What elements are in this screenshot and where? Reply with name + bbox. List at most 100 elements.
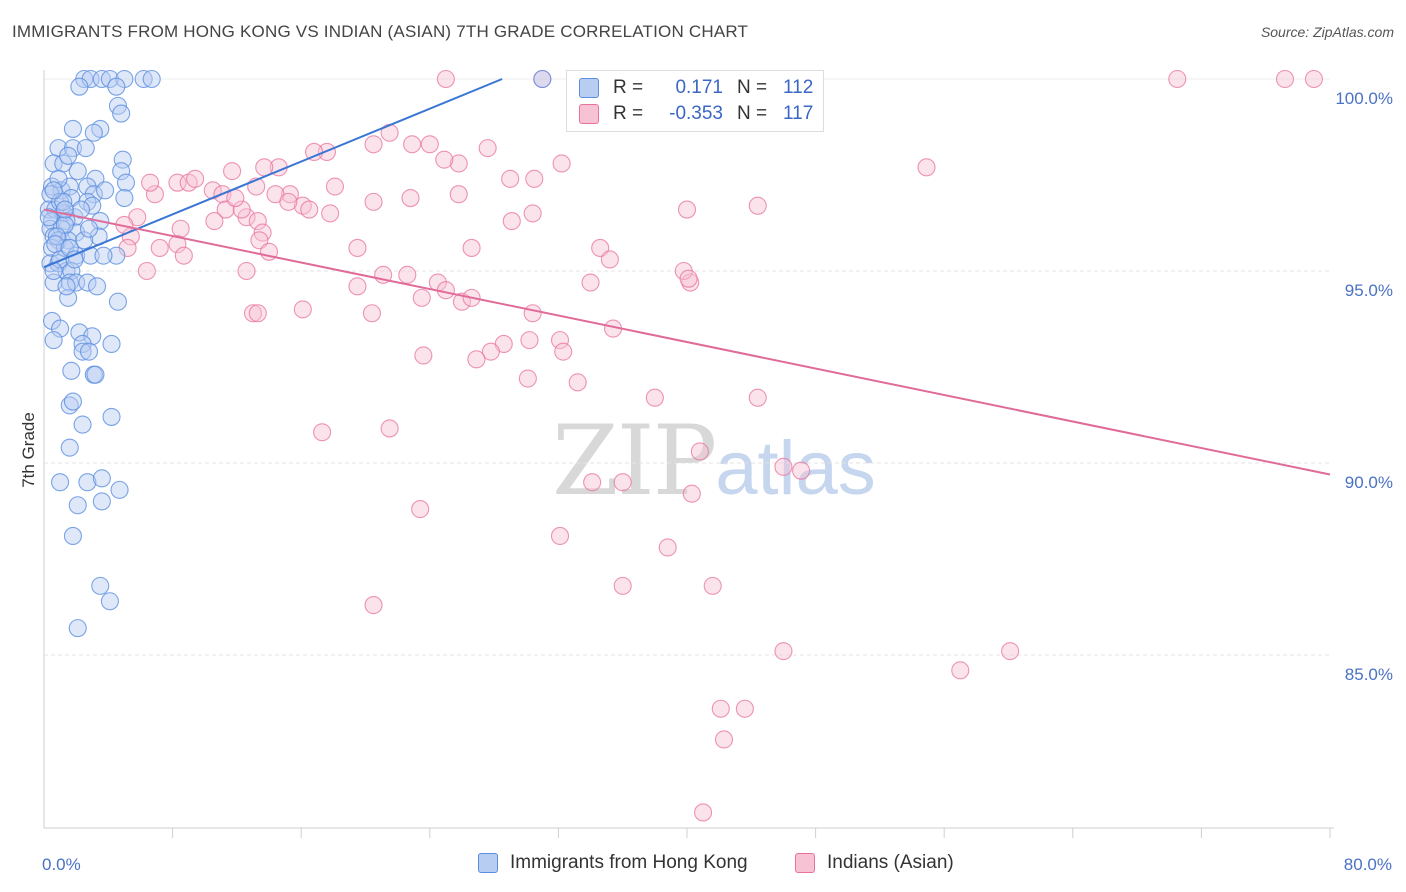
legend-row-hong-kong: R = 0.171 N = 112 (579, 76, 813, 100)
hong-kong-point (76, 139, 95, 158)
indians-asian-point (205, 212, 224, 231)
indians-asian-point (550, 526, 570, 546)
indians-asian-point (150, 238, 169, 258)
indians-asian-point (550, 331, 570, 350)
indians-asian-point (348, 277, 367, 296)
indians-asian-point (137, 261, 156, 281)
hong-kong-point (68, 619, 87, 638)
indians-asian-point (774, 642, 793, 661)
indians-asian-point (411, 500, 430, 519)
indians-asian-point (313, 423, 332, 442)
indians-asian-point (554, 342, 573, 361)
indians-asian-point (682, 484, 701, 503)
hong-kong-point (75, 231, 94, 250)
hong-kong-point (57, 277, 76, 296)
legend-r-value: -0.353 (669, 103, 723, 124)
indians-asian-point (300, 200, 319, 219)
hong-kong-point (59, 288, 78, 307)
indians-asian-point (714, 730, 734, 749)
hong-kong-point (92, 492, 111, 511)
y-tick-label: 95.0% (1345, 281, 1393, 300)
y-tick-label: 90.0% (1345, 473, 1393, 492)
indians-asian-point (703, 576, 722, 595)
legend-swatch-hong-kong (478, 853, 498, 873)
indians-asian-point (364, 135, 383, 154)
hong-kong-point (102, 334, 121, 354)
hong-kong-point (100, 592, 119, 611)
indians-asian-point (436, 69, 455, 89)
indians-asian-point (951, 661, 970, 680)
indians-asian-point (613, 473, 632, 492)
indians-asian-point (774, 457, 793, 476)
hong-kong-point (78, 177, 97, 196)
axes (43, 70, 1334, 838)
hong-kong-point (116, 173, 136, 192)
indians-asian-point (174, 246, 193, 265)
hong-kong-point (533, 69, 552, 89)
hong-kong-point (73, 342, 92, 361)
hong-kong-point (84, 123, 103, 142)
indians-asian-point (581, 273, 600, 292)
indians-asian-point (325, 177, 345, 196)
indians-asian-point (348, 238, 367, 258)
watermark-zip: ZIP (552, 405, 717, 517)
indians-asian-point (380, 419, 399, 438)
hong-kong-point (92, 469, 111, 488)
indians-asian-point (449, 185, 468, 204)
indians-asian-point (568, 373, 587, 392)
indians-asian-point (171, 219, 190, 238)
indians-asian-point (248, 304, 267, 323)
hong-kong-trend-line (43, 78, 503, 269)
hong-kong-point (113, 150, 132, 169)
indians-asian-points (115, 69, 1323, 822)
legend-r-key: R = (613, 103, 644, 124)
source-label: Source: ZipAtlas.com (1260, 24, 1394, 40)
hong-kong-point (39, 208, 58, 227)
indians-asian-point (591, 238, 610, 258)
hong-kong-point (84, 185, 103, 204)
hong-kong-point (70, 77, 89, 96)
hong-kong-point (47, 227, 66, 246)
correlation-legend: R = 0.171 N = 112 R = -0.353 N = 117 (566, 70, 824, 132)
legend-n-key: N = (737, 103, 768, 124)
indians-asian-point (478, 139, 497, 158)
legend-label-hong-kong: Immigrants from Hong Kong (510, 852, 748, 873)
indians-asian-point (168, 235, 187, 254)
indians-asian-point (364, 192, 383, 211)
indians-asian-point (645, 388, 664, 407)
indians-asian-point (237, 261, 256, 281)
indians-asian-point (420, 135, 439, 154)
legend-swatch-indians (579, 104, 599, 124)
indians-asian-point (748, 196, 767, 215)
indians-asian-point (216, 200, 235, 219)
hong-kong-point (68, 162, 87, 181)
series-legend: Immigrants from Hong Kong Indians (Asian… (0, 852, 1406, 878)
hong-kong-point (79, 219, 99, 238)
hong-kong-point (51, 473, 70, 492)
hong-kong-point (94, 246, 113, 265)
indians-asian-point (280, 185, 299, 204)
indians-asian-point (525, 169, 544, 188)
hong-kong-point (108, 292, 127, 311)
indians-asian-point (141, 173, 160, 192)
hong-kong-point (78, 273, 97, 292)
legend-r-key: R = (613, 77, 644, 98)
indians-asian-point (250, 231, 269, 250)
indians-asian-point (145, 185, 164, 204)
hong-kong-point (63, 119, 82, 138)
hong-kong-point (54, 192, 73, 211)
legend-r-value: 0.171 (675, 77, 723, 98)
hong-kong-point (100, 69, 119, 89)
hong-kong-point (60, 438, 79, 457)
legend-label-indians: Indians (Asian) (827, 852, 954, 873)
axis-labels: 100.0% 95.0% 90.0% 85.0% 0.0% 80.0% 7th Grade (19, 89, 1393, 874)
hong-kong-point (63, 392, 82, 411)
indians-asian-point (523, 204, 542, 223)
indians-asian-point (449, 154, 468, 173)
hong-kong-point (79, 342, 99, 361)
hong-kong-point (68, 496, 87, 515)
indians-asian-point (398, 265, 417, 284)
indians-asian-point (690, 442, 709, 461)
indians-asian-point (223, 162, 242, 181)
legend-n-value: 117 (783, 103, 814, 124)
